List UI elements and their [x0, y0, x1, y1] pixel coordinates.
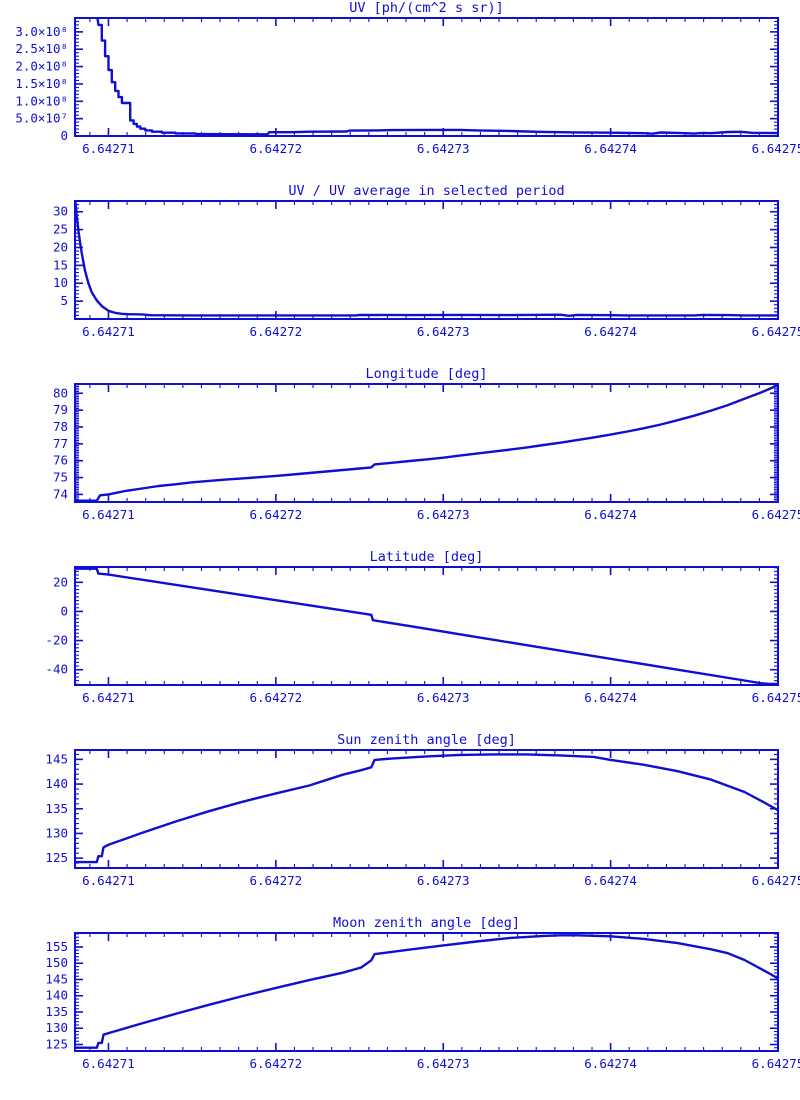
y-tick-label: 135: [45, 801, 68, 816]
x-tick-label: 6.64274: [584, 141, 637, 156]
y-tick-label: 25: [53, 222, 68, 237]
y-tick-label: 75: [53, 470, 68, 485]
x-tick-label: 6.64271: [82, 324, 135, 339]
x-tick-label: 6.64272: [250, 141, 303, 156]
chart-title: UV [ph/(cm^2 s sr)]: [349, 0, 503, 16]
chart-title: Latitude [deg]: [370, 549, 484, 565]
y-tick-label: 1.5×10⁸: [15, 76, 68, 91]
y-tick-label: -40: [45, 662, 68, 677]
y-tick-label: 145: [45, 751, 68, 766]
data-curve-uv-ratio: [75, 200, 778, 318]
x-tick-label: 6.64271: [82, 141, 135, 156]
data-curve-moon-zenith: [75, 934, 778, 1049]
x-tick-label: 6.64271: [82, 507, 135, 522]
y-tick-label: 77: [53, 436, 68, 451]
plot-frame: [74, 749, 779, 869]
data-curve-uv: [96, 17, 778, 136]
plot-frame: [74, 383, 779, 503]
y-tick-label: 10: [53, 275, 68, 290]
y-tick-label: 20: [53, 239, 68, 254]
y-tick-label: 130: [45, 825, 68, 840]
plot-frame: [74, 17, 779, 137]
x-tick-label: 6.64273: [417, 873, 470, 888]
y-tick-label: 145: [45, 971, 68, 986]
x-tick-label: 6.64271: [82, 873, 135, 888]
y-tick-label: 125: [45, 850, 68, 865]
chart-longitude: Longitude [deg] 6.64271 6.64272 6.64273 6.64…: [53, 366, 800, 522]
y-tick-label: 0: [60, 603, 68, 618]
y-tick-label: 3.0×10⁸: [15, 24, 68, 39]
data-curve-sun-zenith: [75, 753, 778, 864]
y-tick-label: 2.0×10⁸: [15, 59, 68, 74]
y-tick-label: -20: [45, 633, 68, 648]
y-tick-label: 78: [53, 419, 68, 434]
y-tick-label: 0: [60, 128, 68, 143]
data-curve-longitude: [75, 383, 778, 502]
y-tick-label: 1.0×10⁸: [15, 93, 68, 108]
y-tick-label: 20: [53, 574, 68, 589]
x-tick-label: 6.64275: [752, 1056, 800, 1071]
y-tick-label: 150: [45, 955, 68, 970]
x-tick-label: 6.64273: [417, 690, 470, 705]
x-tick-label: 6.64275: [752, 507, 800, 522]
x-tick-label: 6.64272: [250, 873, 303, 888]
y-tick-label: 155: [45, 939, 68, 954]
chart-title: Longitude [deg]: [366, 366, 488, 382]
x-tick-label: 6.64275: [752, 141, 800, 156]
x-tick-label: 6.64272: [250, 324, 303, 339]
data-curve-latitude: [75, 567, 778, 686]
y-tick-label: 5: [60, 293, 68, 308]
y-tick-label: 30: [53, 204, 68, 219]
x-tick-label: 6.64273: [417, 324, 470, 339]
y-tick-label: 125: [45, 1036, 68, 1051]
chart-latitude: Latitude [deg] 6.64271 6.64272 6.64273 6.642…: [45, 549, 800, 705]
x-tick-label: 6.64273: [417, 1056, 470, 1071]
x-tick-label: 6.64273: [417, 141, 470, 156]
x-tick-label: 6.64274: [584, 873, 637, 888]
plot-frame: [74, 200, 779, 320]
chart-moon-zenith: Moon zenith angle [deg] 6.64271 6.64272 6.6…: [45, 915, 800, 1071]
y-tick-label: 140: [45, 776, 68, 791]
x-tick-label: 6.64274: [584, 1056, 637, 1071]
y-tick-label: 2.5×10⁸: [15, 41, 68, 56]
x-tick-label: 6.64272: [250, 507, 303, 522]
y-tick-label: 76: [53, 453, 68, 468]
x-tick-label: 6.64272: [250, 690, 303, 705]
chart-uv-ratio: UV / UV average in selected period 6.6427…: [53, 183, 800, 339]
x-tick-label: 6.64275: [752, 324, 800, 339]
y-tick-label: 140: [45, 988, 68, 1003]
y-tick-label: 74: [53, 486, 68, 501]
x-tick-label: 6.64271: [82, 1056, 135, 1071]
chart-uv: UV [ph/(cm^2 s sr)] 6.64271 6.64272 6.64273…: [15, 0, 800, 156]
y-tick-label: 79: [53, 402, 68, 417]
chart-title: UV / UV average in selected period: [288, 183, 564, 199]
x-tick-label: 6.64271: [82, 690, 135, 705]
x-tick-label: 6.64274: [584, 507, 637, 522]
chart-title: Moon zenith angle [deg]: [333, 915, 520, 931]
chart-sun-zenith: Sun zenith angle [deg] 6.64271 6.64272 6.64…: [45, 732, 800, 888]
x-tick-label: 6.64274: [584, 324, 637, 339]
x-tick-label: 6.64273: [417, 507, 470, 522]
y-tick-label: 5.0×10⁷: [15, 111, 68, 126]
y-tick-label: 15: [53, 257, 68, 272]
x-tick-label: 6.64274: [584, 690, 637, 705]
x-tick-label: 6.64275: [752, 873, 800, 888]
x-tick-label: 6.64272: [250, 1056, 303, 1071]
y-tick-label: 135: [45, 1004, 68, 1019]
x-tick-label: 6.64275: [752, 690, 800, 705]
y-tick-label: 80: [53, 385, 68, 400]
y-tick-label: 130: [45, 1020, 68, 1035]
plot-frame: [74, 932, 779, 1052]
chart-title: Sun zenith angle [deg]: [337, 732, 516, 748]
